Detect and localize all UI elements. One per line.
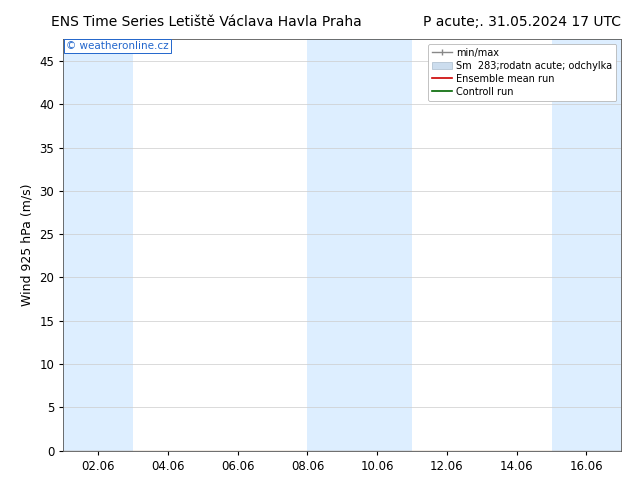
Text: © weatheronline.cz: © weatheronline.cz [66,41,169,51]
Bar [552,39,621,451]
Text: P acute;. 31.05.2024 17 UTC: P acute;. 31.05.2024 17 UTC [424,15,621,29]
Text: ENS Time Series Letiště Václava Havla Praha: ENS Time Series Letiště Václava Havla Pr… [51,15,361,29]
Bar [307,39,412,451]
Y-axis label: Wind 925 hPa (m/s): Wind 925 hPa (m/s) [21,184,34,306]
Bar [63,39,133,451]
Legend: min/max, Sm  283;rodatn acute; odchylka, Ensemble mean run, Controll run: min/max, Sm 283;rodatn acute; odchylka, … [428,44,616,100]
